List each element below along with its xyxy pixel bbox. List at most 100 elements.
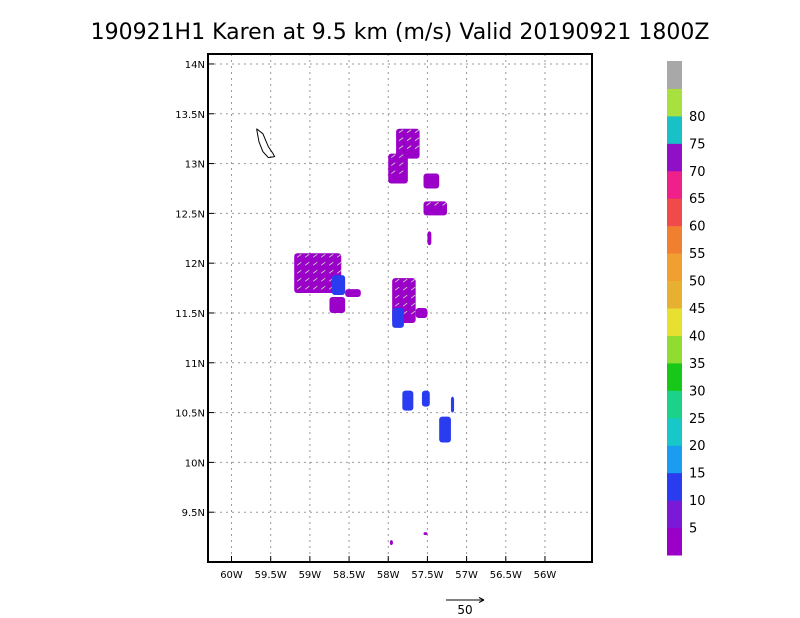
wind-vector bbox=[312, 269, 318, 274]
colorbar-swatch bbox=[667, 253, 682, 282]
wind-vector bbox=[296, 269, 302, 274]
x-tick-label: 59.5W bbox=[255, 570, 287, 581]
wind-vector bbox=[398, 170, 404, 175]
wind-speed-region bbox=[388, 153, 408, 184]
wind-vector bbox=[328, 269, 334, 274]
wind-vector bbox=[410, 294, 416, 299]
colorbar-label: 60 bbox=[689, 220, 706, 235]
colorbar-label: 70 bbox=[689, 165, 706, 180]
wind-speed-region bbox=[421, 390, 430, 407]
wind-vector bbox=[390, 162, 396, 167]
wind-vector bbox=[394, 294, 400, 299]
wind-vector bbox=[414, 145, 420, 150]
wind-vector bbox=[442, 202, 447, 206]
y-tick-label: 10N bbox=[185, 458, 205, 469]
wind-vector bbox=[426, 202, 431, 206]
wind-vector bbox=[398, 129, 404, 134]
wind-vector bbox=[394, 286, 400, 291]
wind-vector bbox=[406, 129, 412, 134]
colorbar-label: 55 bbox=[689, 247, 706, 262]
x-tick-label: 58W bbox=[377, 570, 400, 581]
wind-vector bbox=[320, 253, 326, 258]
chart-title: 190921H1 Karen at 9.5 km (m/s) Valid 201… bbox=[91, 20, 710, 45]
wind-speed-region bbox=[450, 396, 455, 413]
y-tick-label: 13.5N bbox=[175, 110, 205, 121]
colorbar-swatch bbox=[667, 170, 682, 199]
x-tick-label: 60W bbox=[220, 570, 243, 581]
y-tick-label: 12.5N bbox=[175, 209, 205, 220]
wind-vector bbox=[394, 278, 400, 283]
wind-speed-region bbox=[329, 297, 346, 313]
colorbar-label: 40 bbox=[689, 329, 706, 344]
y-tick-label: 11.5N bbox=[175, 309, 205, 320]
wind-vector bbox=[336, 269, 342, 274]
wind-speed-region bbox=[423, 173, 440, 189]
wind-vector bbox=[414, 137, 420, 142]
wind-speed-field bbox=[294, 128, 455, 546]
x-tick-label: 58.5W bbox=[333, 570, 365, 581]
colorbar-swatch bbox=[667, 198, 682, 227]
wind-vector bbox=[336, 253, 342, 258]
wind-vector bbox=[304, 261, 310, 266]
wind-vector bbox=[410, 302, 416, 307]
wind-vector bbox=[410, 310, 416, 315]
wind-speed-region bbox=[423, 532, 428, 536]
wind-speed-region bbox=[396, 128, 420, 159]
wind-vector bbox=[414, 129, 420, 134]
colorbar-swatch bbox=[667, 500, 682, 529]
wind-speed-region bbox=[345, 289, 361, 298]
colorbar-swatch bbox=[667, 390, 682, 419]
plot-frame bbox=[207, 53, 593, 563]
y-tick-label: 11N bbox=[185, 359, 205, 370]
wind-vector bbox=[410, 286, 416, 291]
x-axis: 60W 59.5W 59W 58.5W 58W 57.5W 57W 56.5W 56W bbox=[220, 556, 556, 581]
wind-vector bbox=[390, 154, 396, 159]
y-tick-label: 9.5N bbox=[182, 508, 205, 519]
wind-vector bbox=[402, 302, 408, 307]
y-tick-label: 10.5N bbox=[175, 409, 205, 420]
wind-speed-region bbox=[389, 540, 393, 546]
wind-vector bbox=[406, 137, 412, 142]
wind-vector bbox=[394, 302, 400, 307]
colorbar-swatch bbox=[667, 445, 682, 474]
wind-vector bbox=[434, 202, 439, 206]
wind-vector bbox=[398, 162, 404, 167]
wind-vector bbox=[312, 277, 318, 282]
wind-speed-region bbox=[294, 253, 342, 294]
colorbar-swatch bbox=[667, 143, 682, 172]
y-tick-label: 12N bbox=[185, 259, 205, 270]
wind-vector bbox=[296, 277, 302, 282]
coastline bbox=[256, 128, 276, 159]
wind-vector bbox=[320, 261, 326, 266]
y-axis: 9.5N 10N 10.5N 11N 11.5N 12N 12.5N 13N 13.5N 14N bbox=[175, 60, 214, 519]
x-tick-label: 59W bbox=[299, 570, 322, 581]
wind-vector bbox=[398, 145, 404, 150]
wind-speed-region bbox=[427, 231, 432, 246]
colorbar-swatch bbox=[667, 115, 682, 144]
colorbar-label: 65 bbox=[689, 192, 706, 207]
wind-vector bbox=[312, 253, 318, 258]
wind-speed-region bbox=[402, 390, 414, 411]
wind-vector bbox=[296, 285, 302, 290]
wind-vector bbox=[304, 277, 310, 282]
wind-vector bbox=[296, 253, 302, 258]
reference-vector: 50 bbox=[446, 597, 485, 617]
reference-vector-arrowhead bbox=[478, 597, 485, 603]
wind-vector bbox=[402, 286, 408, 291]
wind-vector bbox=[406, 145, 412, 150]
wind-speed-region bbox=[423, 201, 448, 216]
colorbar-swatch bbox=[667, 61, 682, 89]
wind-vector bbox=[296, 261, 302, 266]
colorbar-label: 20 bbox=[689, 439, 706, 454]
colorbar-label: 15 bbox=[689, 467, 706, 482]
colorbar-swatch bbox=[667, 335, 682, 364]
wind-vector bbox=[320, 269, 326, 274]
wind-vector bbox=[398, 154, 404, 159]
y-tick-label: 14N bbox=[185, 60, 205, 71]
x-tick-label: 57W bbox=[455, 570, 478, 581]
y-tick-label: 13N bbox=[185, 160, 205, 171]
colorbar-swatch bbox=[667, 280, 682, 309]
wind-speed-region bbox=[392, 308, 404, 328]
wind-vector bbox=[304, 269, 310, 274]
